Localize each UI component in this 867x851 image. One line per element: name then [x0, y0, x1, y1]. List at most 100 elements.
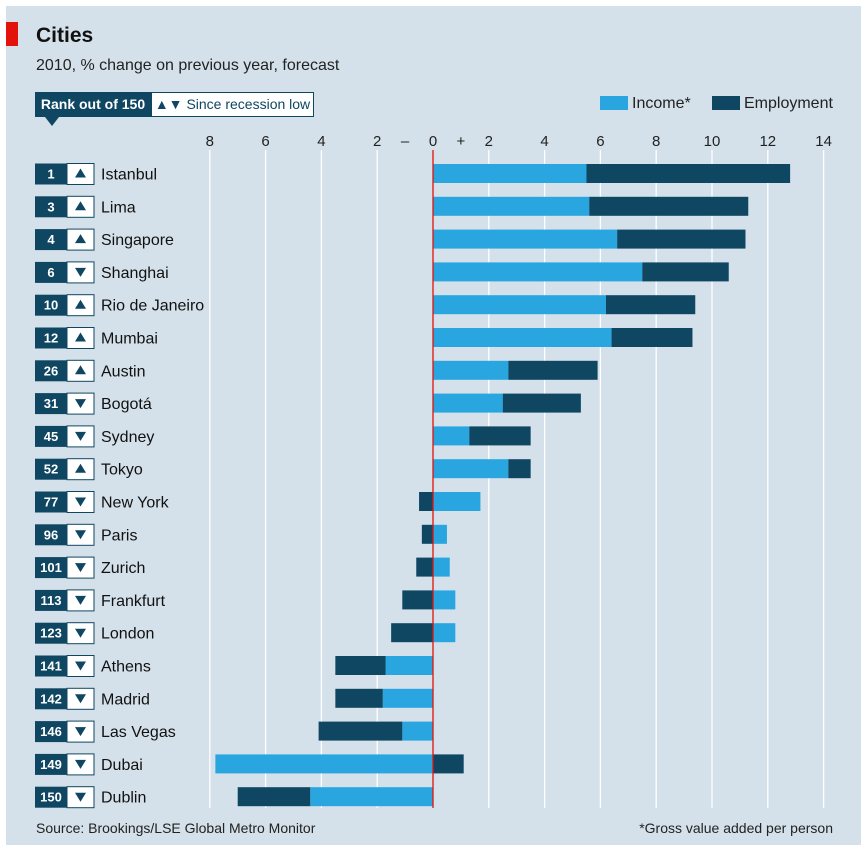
- rank-box: [35, 294, 67, 316]
- rank-number: 12: [44, 331, 58, 346]
- employment-bar: [589, 196, 749, 216]
- minus-sign-label: –: [401, 133, 410, 150]
- income-bar: [433, 196, 590, 216]
- rank-key-pointer: [45, 117, 59, 126]
- since-recession-key: ▲▼ Since recession low: [151, 92, 314, 117]
- up-arrow-icon: [75, 365, 86, 375]
- city-label: Las Vegas: [101, 724, 176, 741]
- employment-bar: [419, 492, 433, 511]
- city-label: Paris: [101, 527, 137, 544]
- city-label: Singapore: [101, 232, 174, 249]
- employment-bar: [237, 787, 311, 807]
- x-tick-label: 6: [596, 133, 604, 150]
- city-label: New York: [101, 495, 170, 512]
- rank-number: 142: [40, 691, 62, 706]
- city-label: Lima: [101, 199, 136, 216]
- rank-number: 26: [44, 363, 58, 378]
- city-label: Sydney: [101, 429, 154, 446]
- city-label: Austin: [101, 363, 145, 380]
- employment-bar: [416, 557, 433, 577]
- income-bar: [433, 590, 456, 610]
- employment-bar: [617, 229, 746, 249]
- up-arrow-icon: [75, 201, 86, 211]
- rank-number: 123: [40, 626, 62, 641]
- income-bar: [382, 688, 433, 708]
- down-arrow-icon: [75, 267, 86, 277]
- rank-box: [35, 721, 67, 743]
- chart-subtitle: 2010, % change on previous year, forecas…: [36, 57, 340, 74]
- down-arrow-icon: [75, 759, 86, 769]
- income-bar: [433, 295, 606, 315]
- employment-bar: [508, 360, 598, 380]
- income-bar: [215, 754, 433, 774]
- income-bar: [433, 623, 456, 643]
- plus-sign-label: +: [457, 133, 466, 150]
- rank-box: [35, 163, 67, 185]
- rank-number: 150: [40, 790, 62, 805]
- employment-bar: [502, 393, 581, 413]
- legend-swatch: [712, 96, 740, 110]
- rank-number: 113: [41, 593, 62, 608]
- rank-box: [35, 425, 67, 447]
- rank-number: 1: [47, 167, 54, 182]
- x-tick-label: 8: [652, 133, 660, 150]
- since-recession-label: Since recession low: [186, 96, 311, 112]
- rank-box: [35, 688, 67, 710]
- rank-box: [35, 458, 67, 480]
- city-label: Madrid: [101, 691, 150, 708]
- income-bar: [433, 229, 618, 249]
- employment-bar: [318, 721, 403, 741]
- employment-bar: [469, 426, 531, 446]
- income-bar: [433, 164, 587, 183]
- rank-number: 141: [40, 659, 62, 674]
- rank-number: 31: [44, 396, 58, 411]
- x-tick-label: 2: [485, 133, 493, 150]
- up-arrow-icon: [75, 234, 86, 244]
- rank-box: [35, 622, 67, 644]
- down-arrow-icon: [75, 563, 86, 573]
- down-arrow-icon: [75, 497, 86, 507]
- source-note: Source: Brookings/LSE Global Metro Monit…: [36, 820, 316, 836]
- income-bar: [433, 426, 470, 446]
- income-bar: [433, 360, 509, 380]
- rank-number: 149: [40, 757, 62, 772]
- income-bar: [433, 557, 450, 577]
- city-label: Mumbai: [101, 331, 158, 348]
- x-tick-label: 4: [540, 133, 548, 150]
- down-arrow-icon: [75, 628, 86, 638]
- footnote: *Gross value added per person: [639, 820, 833, 836]
- city-label: Istanbul: [101, 167, 157, 184]
- employment-bar: [421, 524, 433, 544]
- rank-box: [35, 360, 67, 382]
- down-arrow-icon: [75, 727, 86, 737]
- legend-label: Income*: [632, 95, 691, 112]
- rank-number: 77: [44, 495, 58, 510]
- city-label: Zurich: [101, 560, 145, 577]
- rank-number: 146: [40, 724, 62, 739]
- city-label: Rio de Janeiro: [101, 298, 204, 315]
- legend-label: Employment: [744, 95, 833, 112]
- legend-swatch: [600, 96, 628, 110]
- brand-tag: [6, 22, 18, 46]
- down-arrow-icon: [75, 792, 86, 802]
- rank-number: 10: [44, 298, 58, 313]
- city-label: Dublin: [101, 790, 146, 807]
- employment-bar: [391, 623, 433, 643]
- employment-bar: [335, 688, 383, 708]
- rank-number: 6: [47, 265, 54, 280]
- income-bar: [310, 787, 433, 807]
- income-bar: [402, 721, 433, 741]
- x-tick-label: 10: [704, 133, 721, 150]
- down-arrow-icon: [75, 595, 86, 605]
- x-tick-label: 0: [429, 133, 437, 150]
- down-arrow-icon: [75, 399, 86, 409]
- down-arrow-icon: [75, 694, 86, 704]
- up-arrow-icon: [75, 332, 86, 342]
- rank-box: [35, 491, 67, 513]
- city-label: Dubai: [101, 757, 143, 774]
- city-label: London: [101, 626, 154, 643]
- rank-box: [35, 393, 67, 415]
- x-tick-label: 8: [206, 133, 214, 150]
- rank-number: 45: [44, 429, 58, 444]
